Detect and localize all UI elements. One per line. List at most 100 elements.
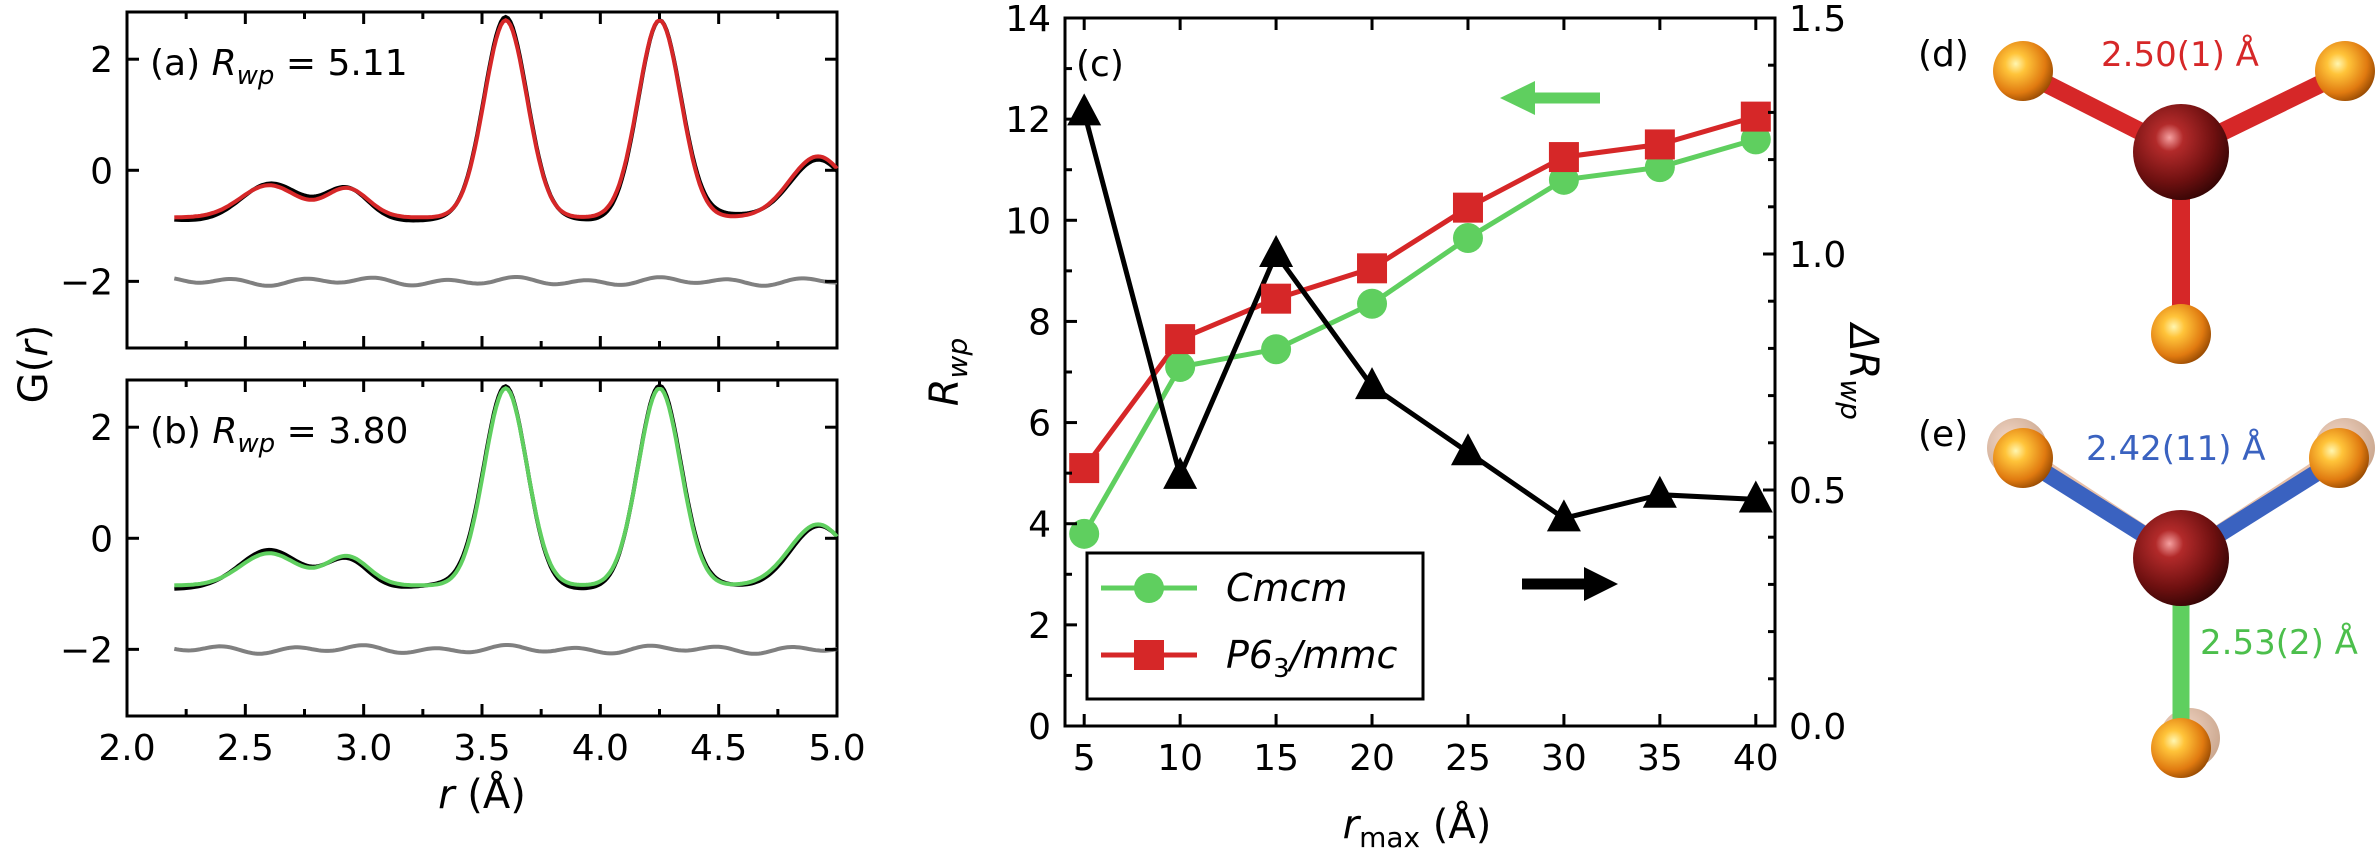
marker-p63mmc bbox=[1069, 453, 1100, 484]
b-fit-curve bbox=[174, 386, 839, 588]
structure-e: (e) 2.42(11) Å 2.53(2) Å bbox=[1918, 414, 2375, 778]
panel-c-markers bbox=[1067, 93, 1773, 549]
marker-delta-rwp bbox=[1546, 499, 1581, 532]
marker-delta-rwp bbox=[1355, 367, 1390, 400]
panel-b: 2 0 −2 2.0 2.5 3.0 3.5 4.0 4.5 5.0 (b) Rwp = 3.8… bbox=[60, 378, 866, 769]
panel-c-lines bbox=[1081, 111, 1757, 536]
a-difference-curve bbox=[173, 275, 838, 288]
marker-delta-rwp bbox=[1067, 93, 1102, 126]
series-line-cmcm bbox=[1082, 136, 1757, 536]
c-ytick-label: 2 bbox=[1028, 606, 1051, 647]
c-y2tick-label: 0.5 bbox=[1789, 471, 1846, 512]
ab-xlabel: r (Å) bbox=[438, 770, 526, 818]
arrow-left-green bbox=[1500, 81, 1600, 115]
atom-e-right bbox=[2309, 428, 2369, 488]
c-ytick-label: 4 bbox=[1028, 505, 1051, 546]
marker-p63mmc bbox=[1740, 101, 1771, 132]
b-ytick-label: 2 bbox=[90, 408, 113, 449]
b-xtick-label: 4.5 bbox=[690, 728, 747, 769]
c-ytick-label: 0 bbox=[1028, 707, 1051, 748]
c-xtick-label: 30 bbox=[1541, 738, 1587, 779]
b-ytick-label: −2 bbox=[60, 630, 113, 671]
c-xtick-label: 5 bbox=[1073, 738, 1096, 779]
b-ytick-label: 0 bbox=[90, 519, 113, 560]
c-ytick-label: 10 bbox=[1005, 201, 1051, 242]
c-y2tick-label: 1.0 bbox=[1789, 235, 1846, 276]
c-ytick-label: 14 bbox=[1005, 0, 1051, 40]
c-y2tick-label: 0.0 bbox=[1789, 707, 1846, 748]
panel-c-xticks: 5 10 15 20 25 30 35 40 bbox=[1073, 18, 1779, 779]
c-ytick-label: 8 bbox=[1028, 302, 1051, 343]
b-xtick-label: 5.0 bbox=[808, 728, 865, 769]
marker-delta-rwp bbox=[1259, 235, 1294, 267]
a-fit-curve bbox=[174, 18, 839, 220]
marker-cmcm bbox=[1261, 334, 1292, 365]
series-line-delta-rwp bbox=[1081, 111, 1756, 521]
c-xtick-label: 20 bbox=[1349, 738, 1395, 779]
a-ytick-label: 2 bbox=[90, 40, 113, 81]
panel-a-yticks: 2 0 −2 bbox=[60, 40, 837, 303]
marker-p63mmc bbox=[1357, 253, 1388, 284]
panel-a-annotation: (a) Rwp = 5.11 bbox=[150, 43, 408, 91]
bond-d-length: 2.50(1) Å bbox=[2101, 34, 2259, 75]
atom-e-bottom bbox=[2151, 718, 2211, 778]
a-ytick-label: 0 bbox=[90, 151, 113, 192]
marker-cmcm bbox=[1069, 518, 1100, 549]
c-xtick-label: 15 bbox=[1253, 738, 1299, 779]
b-xtick-label: 3.0 bbox=[335, 728, 392, 769]
atom-d-right bbox=[2315, 41, 2375, 101]
c-ytick-label: 12 bbox=[1005, 100, 1051, 141]
structure-e-label: (e) bbox=[1918, 414, 1968, 455]
panel-c-yticks: 0 2 4 6 8 10 12 14 bbox=[1005, 0, 1077, 748]
panel-a-curves bbox=[173, 14, 839, 288]
c-y2tick-label: 1.5 bbox=[1789, 0, 1846, 40]
c-y2label: ΔRwp bbox=[1834, 321, 1886, 420]
bond-e-bottom-length: 2.53(2) Å bbox=[2200, 622, 2358, 663]
ab-ylabel: G(r) bbox=[11, 325, 57, 404]
marker-p63mmc bbox=[1452, 192, 1483, 223]
c-ytick-label: 6 bbox=[1028, 404, 1051, 445]
marker-cmcm bbox=[1357, 288, 1388, 319]
legend: Cmcm P63/mmc bbox=[1085, 551, 1425, 701]
marker-cmcm bbox=[1548, 164, 1579, 195]
b-xtick-label: 2.5 bbox=[217, 728, 274, 769]
structure-d-label: (d) bbox=[1918, 34, 1969, 75]
arrow-right-black bbox=[1522, 567, 1618, 601]
a-ytick-label: −2 bbox=[60, 262, 113, 303]
panel-b-yticks: 2 0 −2 bbox=[60, 408, 837, 671]
b-difference-curve bbox=[173, 643, 838, 656]
c-xtick-label: 25 bbox=[1445, 738, 1491, 779]
series-line-p63mmc bbox=[1082, 114, 1757, 470]
svg-text:Cmcm: Cmcm bbox=[1226, 566, 1347, 610]
svg-text:P63/mmc: P63/mmc bbox=[1226, 633, 1397, 684]
b-xtick-label: 3.5 bbox=[453, 728, 510, 769]
b-xtick-label: 4.0 bbox=[572, 728, 629, 769]
c-xlabel: rmax (Å) bbox=[1343, 800, 1492, 854]
panel-c-label: (c) bbox=[1076, 44, 1124, 85]
panel-a-xticks bbox=[125, 12, 839, 348]
c-xtick-label: 10 bbox=[1157, 738, 1203, 779]
atom-d-center bbox=[2133, 104, 2229, 200]
legend-item-cmcm: Cmcm bbox=[1101, 566, 1347, 610]
panel-b-curves bbox=[173, 383, 839, 656]
marker-delta-rwp bbox=[1450, 433, 1485, 466]
marker-cmcm bbox=[1644, 152, 1675, 183]
panel-c: 0 2 4 6 8 10 12 14 0.0 0.5 1.0 1.5 5 10 15 20 25 30 35 40… bbox=[922, 0, 1886, 854]
atom-e-left bbox=[1993, 428, 2053, 488]
bond-e-top-length: 2.42(11) Å bbox=[2086, 428, 2266, 469]
marker-p63mmc bbox=[1261, 283, 1292, 314]
c-xtick-label: 35 bbox=[1637, 738, 1683, 779]
marker-delta-rwp bbox=[1738, 480, 1773, 513]
atom-d-left bbox=[1993, 41, 2053, 101]
marker-cmcm bbox=[1740, 124, 1771, 155]
marker-cmcm bbox=[1452, 222, 1483, 253]
a-data-curve bbox=[174, 14, 839, 223]
structure-d: (d) 2.50(1) Å bbox=[1918, 34, 2375, 364]
c-ylabel: Rwp bbox=[922, 338, 974, 406]
marker-p63mmc bbox=[1165, 324, 1196, 355]
marker-cmcm bbox=[1165, 351, 1196, 382]
c-xtick-label: 40 bbox=[1733, 738, 1779, 779]
b-xtick-label: 2.0 bbox=[98, 728, 155, 769]
marker-delta-rwp bbox=[1642, 475, 1677, 508]
